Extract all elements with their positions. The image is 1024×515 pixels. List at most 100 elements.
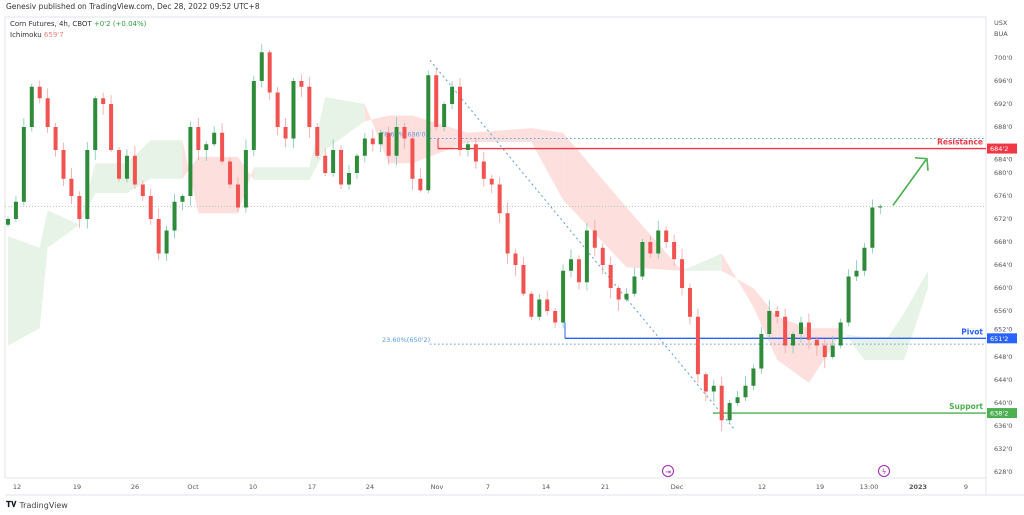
candle-body (117, 150, 122, 179)
candle-body (695, 316, 700, 375)
candle-body (600, 247, 605, 265)
candle-body (553, 311, 558, 323)
price-tick-label: 664'0 (994, 261, 1012, 269)
candle (117, 146, 122, 182)
chart-legend: Corn Futures, 4h, CBOT +0'2 (+0.04%) Ich… (10, 19, 146, 41)
cloud-segment-bullish (39, 210, 48, 329)
candle (648, 235, 653, 258)
candle-body (664, 230, 669, 242)
cloud-segment-bullish (95, 163, 127, 194)
cloud-segment-bullish (253, 167, 310, 180)
time-tick-label: 21 (601, 483, 609, 491)
candle-body (648, 242, 653, 254)
candle (759, 326, 764, 374)
candle-body (188, 127, 193, 196)
price-axis[interactable]: USX BUA 700'0 696'0 692'0 688'0 684'0 680'0 67… (994, 19, 1012, 476)
indicator-name[interactable]: Ichimoku (10, 31, 42, 39)
candle-body (402, 127, 407, 139)
cloud-segment-bullish (126, 140, 151, 194)
candle-body (61, 150, 66, 179)
candle-body (569, 259, 574, 271)
candle-body (719, 385, 724, 421)
candle (69, 168, 74, 205)
lightning-icon-glyph: ϟ (882, 468, 887, 476)
indicator-value: 659'7 (43, 31, 64, 39)
time-tick-label: 12 (13, 483, 21, 491)
candle-body (450, 86, 455, 104)
candle (13, 196, 18, 223)
candle (751, 364, 756, 391)
candle-body (426, 75, 431, 191)
price-tick-label: 692'0 (994, 100, 1012, 108)
candle (672, 234, 677, 266)
candle (188, 121, 193, 206)
fib-label: 23.60%(650'2) (382, 336, 430, 344)
cloud-segment-bearish (563, 132, 627, 268)
candle-body (37, 86, 42, 99)
symbol-title[interactable]: Corn Futures, 4h, CBOT (10, 20, 92, 28)
candle-body (156, 219, 161, 254)
candle-body (767, 311, 772, 334)
candle-body (259, 52, 264, 81)
time-tick-label: Oct (187, 483, 199, 491)
price-tick-label: 688'0 (994, 123, 1012, 131)
candle (878, 204, 883, 215)
levels-layer: 78.60%(686'0)23.60%(650'2)ResistancePivo… (5, 59, 986, 431)
level-label-support: Support (949, 402, 983, 411)
tradingview-logo[interactable]: 𝐓𝐕 TradingView (6, 500, 68, 510)
price-tick-label: 648'0 (994, 353, 1012, 361)
candle-body (838, 322, 843, 346)
candle (45, 88, 50, 133)
candle (267, 49, 272, 100)
price-tick-label: 696'0 (994, 77, 1012, 85)
candle-body (561, 270, 566, 323)
price-tick-label: 660'0 (994, 284, 1012, 292)
candle (93, 95, 98, 161)
candle (576, 255, 581, 290)
candle-body (77, 196, 82, 219)
candle-body (220, 132, 225, 162)
price-change: +0'2 (+0.04%) (93, 20, 147, 28)
cloud-segment-bearish (721, 253, 754, 307)
candle-body (235, 184, 240, 208)
candle (307, 77, 312, 138)
split-icon-glyph: ⇥ (665, 468, 671, 476)
candle (339, 145, 344, 189)
candle-body (386, 132, 391, 156)
candle-body (132, 155, 137, 185)
candle (521, 256, 526, 297)
candle (822, 339, 827, 368)
candle (838, 318, 843, 349)
time-tick-label: 19 (73, 483, 81, 491)
candle-body (624, 293, 629, 300)
candle (561, 264, 566, 329)
candle-body (93, 98, 98, 150)
candle (719, 376, 724, 432)
candle (29, 83, 34, 132)
candle (870, 199, 875, 254)
candle (513, 248, 518, 276)
candle (553, 307, 558, 328)
candle (124, 149, 129, 183)
candle-body (410, 138, 415, 179)
candle-body (458, 86, 463, 150)
candle-body (362, 138, 367, 156)
candle-body (354, 155, 359, 173)
time-tick-label: 26 (131, 483, 139, 491)
candle (743, 376, 748, 401)
price-tick-label: 676'0 (994, 192, 1012, 200)
candle (632, 267, 637, 297)
candle (315, 123, 320, 159)
candle (354, 153, 359, 179)
candle-body (323, 155, 328, 173)
candle (767, 300, 772, 340)
time-tick-label: 19 (816, 483, 824, 491)
candle-body (640, 242, 645, 277)
time-axis[interactable]: 12 19 26 Oct 10 17 24 Nov 7 14 21 Dec 12 19 13:00 2023 9 (13, 483, 968, 491)
candle-body (632, 276, 637, 294)
candle-body (576, 259, 581, 283)
candle-body (204, 144, 209, 150)
candle-body (521, 265, 526, 294)
candle (584, 223, 589, 291)
